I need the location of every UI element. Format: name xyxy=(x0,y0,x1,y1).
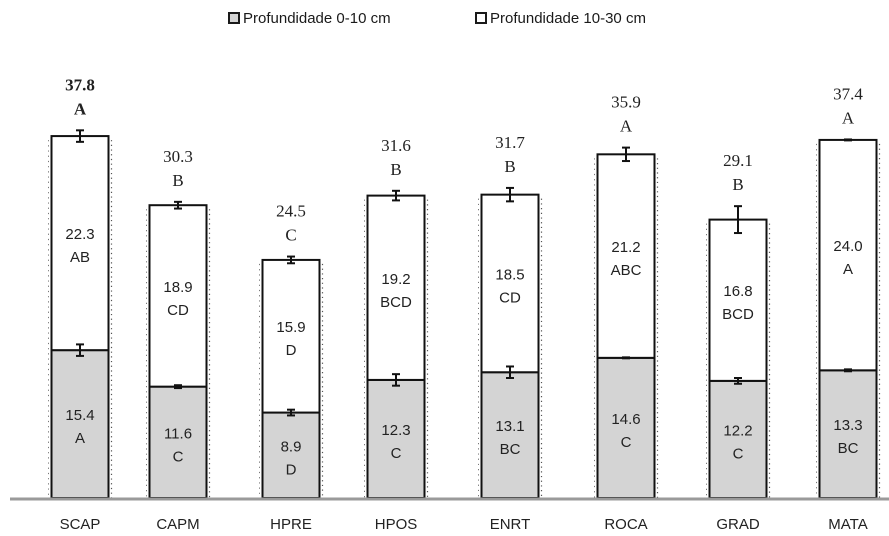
x-tick-label: SCAP xyxy=(60,516,101,533)
x-tick-label: ENRT xyxy=(490,516,531,533)
letter-label-0-10: A xyxy=(75,430,85,447)
data-label-10-30: 19.2 xyxy=(381,271,410,288)
letter-label-10-30: ABC xyxy=(611,262,642,279)
x-tick-label: GRAD xyxy=(716,516,760,533)
data-label-10-30: 15.9 xyxy=(276,319,305,336)
letter-label-0-10: C xyxy=(173,448,184,465)
bar-segment-0-10 xyxy=(366,378,426,500)
data-label-10-30: 21.2 xyxy=(611,239,640,256)
legend-label: Profundidade 10-30 cm xyxy=(490,10,646,27)
letter-label-0-10: C xyxy=(733,445,744,462)
total-label: 24.5 xyxy=(276,202,306,221)
total-letter-label: A xyxy=(620,117,633,136)
total-label: 29.1 xyxy=(723,151,753,170)
x-tick-labels: SCAP CAPM HPRE HPOS ENRT ROCA GRAD MATA xyxy=(60,516,868,533)
letter-label-10-30: BCD xyxy=(380,294,412,311)
legend-swatch xyxy=(228,12,240,24)
total-label: 31.7 xyxy=(495,133,525,152)
letter-label-10-30: A xyxy=(843,261,853,278)
letter-label-0-10: C xyxy=(391,445,402,462)
letter-label-0-10: BC xyxy=(838,440,859,457)
data-label-0-10: 8.9 xyxy=(281,438,302,455)
data-label-0-10: 12.2 xyxy=(723,422,752,439)
data-label-10-30: 24.0 xyxy=(833,238,862,255)
bar-segment-0-10 xyxy=(148,385,208,500)
letter-label-10-30: CD xyxy=(167,302,189,319)
bars-group: 15.4A22.3AB37.8A11.6C18.9CD30.3B8.9D15.9… xyxy=(48,75,881,500)
data-label-0-10: 13.3 xyxy=(833,417,862,434)
x-tick-label: HPOS xyxy=(375,516,418,533)
legend: Profundidade 0-10 cm Profundidade 10-30 c… xyxy=(228,10,646,27)
letter-label-0-10: BC xyxy=(500,441,521,458)
total-label: 30.3 xyxy=(163,147,193,166)
total-letter-label: B xyxy=(732,175,743,194)
data-label-10-30: 18.5 xyxy=(495,266,524,283)
letter-label-0-10: C xyxy=(621,434,632,451)
total-letter-label: B xyxy=(390,160,401,179)
total-label: 37.4 xyxy=(833,84,863,103)
total-label: 31.6 xyxy=(381,136,411,155)
bar-segment-0-10 xyxy=(261,411,321,499)
letter-label-0-10: D xyxy=(286,461,297,478)
bar-segment-10-30 xyxy=(818,138,878,372)
data-label-0-10: 11.6 xyxy=(164,425,192,442)
total-label: 37.8 xyxy=(65,75,95,94)
legend-swatch xyxy=(475,12,487,24)
bar-segment-10-30 xyxy=(366,194,426,381)
total-letter-label: B xyxy=(504,157,515,176)
x-tick-label: ROCA xyxy=(604,516,647,533)
bar-segment-10-30 xyxy=(148,204,208,388)
total-letter-label: C xyxy=(285,226,296,245)
data-label-10-30: 22.3 xyxy=(65,226,94,243)
total-letter-label: A xyxy=(842,108,855,127)
data-label-0-10: 13.1 xyxy=(495,418,524,435)
total-letter-label: B xyxy=(172,171,183,190)
total-letter-label: A xyxy=(74,99,87,118)
x-tick-label: CAPM xyxy=(156,516,199,533)
data-label-0-10: 14.6 xyxy=(611,411,640,428)
bar-segment-10-30 xyxy=(708,218,768,382)
legend-label: Profundidade 0-10 cm xyxy=(243,10,391,27)
data-label-10-30: 18.9 xyxy=(163,279,192,296)
data-label-0-10: 15.4 xyxy=(65,407,94,424)
letter-label-10-30: BCD xyxy=(722,306,754,323)
data-label-0-10: 12.3 xyxy=(381,422,410,439)
data-label-10-30: 16.8 xyxy=(723,283,752,300)
total-label: 35.9 xyxy=(611,93,641,112)
letter-label-10-30: CD xyxy=(499,289,521,306)
bar-segment-0-10 xyxy=(596,356,656,499)
x-tick-label: MATA xyxy=(828,516,867,533)
letter-label-10-30: D xyxy=(286,342,297,359)
bar-segment-10-30 xyxy=(50,135,110,352)
letter-label-10-30: AB xyxy=(70,249,90,266)
x-tick-label: HPRE xyxy=(270,516,312,533)
